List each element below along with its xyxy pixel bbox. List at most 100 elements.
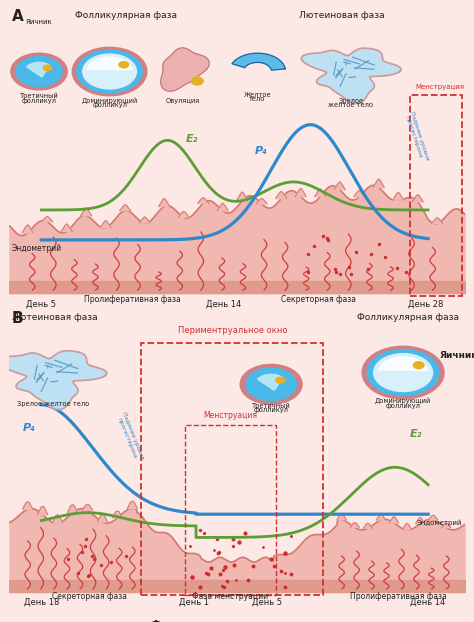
Text: Фаза менструального цикла: Фаза менструального цикла xyxy=(151,323,323,333)
Text: Эндометрий: Эндометрий xyxy=(417,519,462,526)
Circle shape xyxy=(246,368,297,401)
Circle shape xyxy=(362,346,444,399)
Circle shape xyxy=(276,378,285,383)
Text: Третичный: Третичный xyxy=(20,93,58,99)
Bar xyxy=(141,343,323,595)
Polygon shape xyxy=(315,189,326,197)
Text: Падение уровня
прогестерона: Падение уровня прогестерона xyxy=(115,411,145,463)
Circle shape xyxy=(83,54,137,89)
Text: фолликул: фолликул xyxy=(254,407,289,413)
Polygon shape xyxy=(112,511,122,518)
Polygon shape xyxy=(159,198,170,207)
Polygon shape xyxy=(100,221,111,228)
Text: День 14: День 14 xyxy=(410,598,446,607)
Polygon shape xyxy=(295,188,306,197)
Text: B: B xyxy=(12,311,23,326)
Circle shape xyxy=(43,65,52,71)
Text: тело: тело xyxy=(249,96,265,102)
Text: Доминирующий: Доминирующий xyxy=(82,97,138,104)
Polygon shape xyxy=(232,53,285,70)
Circle shape xyxy=(191,77,203,85)
Polygon shape xyxy=(363,523,373,528)
Text: Секреторная фаза: Секреторная фаза xyxy=(52,592,127,601)
Polygon shape xyxy=(120,205,131,211)
Text: Эндометрий: Эндометрий xyxy=(12,244,62,253)
Polygon shape xyxy=(416,518,425,524)
Text: Менструация: Менструация xyxy=(416,84,465,90)
Polygon shape xyxy=(412,195,423,202)
Text: День 5: День 5 xyxy=(252,598,282,607)
Text: желтое тело: желтое тело xyxy=(328,102,373,108)
Polygon shape xyxy=(337,514,346,519)
Circle shape xyxy=(11,53,67,90)
Polygon shape xyxy=(178,211,189,217)
Polygon shape xyxy=(354,190,365,197)
Text: Яичник: Яичник xyxy=(439,351,474,360)
Circle shape xyxy=(367,350,439,396)
Text: A: A xyxy=(12,9,24,24)
Circle shape xyxy=(77,50,142,93)
Circle shape xyxy=(72,47,147,96)
Polygon shape xyxy=(61,224,72,231)
Text: Пролиферативная фаза: Пролиферативная фаза xyxy=(350,592,447,601)
Polygon shape xyxy=(237,192,247,201)
Polygon shape xyxy=(432,218,443,223)
Polygon shape xyxy=(301,48,401,104)
Text: Секреторная фаза: Секреторная фаза xyxy=(282,295,356,304)
Polygon shape xyxy=(87,57,132,70)
Text: E₂: E₂ xyxy=(186,134,199,144)
Polygon shape xyxy=(37,506,48,515)
Text: E₂: E₂ xyxy=(410,429,422,439)
Text: Зрелое желтое тело: Зрелое желтое тело xyxy=(17,401,89,407)
Polygon shape xyxy=(81,208,91,216)
Circle shape xyxy=(413,362,424,369)
Polygon shape xyxy=(27,62,50,77)
Text: Овуляция: Овуляция xyxy=(165,98,200,103)
Circle shape xyxy=(240,364,302,404)
Circle shape xyxy=(374,354,433,391)
Polygon shape xyxy=(257,374,283,390)
Polygon shape xyxy=(67,504,78,513)
Polygon shape xyxy=(378,357,428,371)
Text: Падение уровня
прогестерона: Падение уровня прогестерона xyxy=(403,110,430,163)
Text: Менструация: Менструация xyxy=(203,411,257,420)
Text: Фолликулярная фаза: Фолликулярная фаза xyxy=(74,11,176,21)
Text: День 14: День 14 xyxy=(206,299,241,309)
Polygon shape xyxy=(139,217,150,223)
Text: Третичный: Третичный xyxy=(252,402,291,409)
Polygon shape xyxy=(390,517,399,523)
Polygon shape xyxy=(402,524,411,530)
Text: Яичник: Яичник xyxy=(26,19,53,26)
Polygon shape xyxy=(198,198,209,203)
Polygon shape xyxy=(428,515,438,520)
Text: День 18: День 18 xyxy=(24,598,59,607)
Polygon shape xyxy=(217,203,228,211)
Polygon shape xyxy=(442,523,451,527)
Polygon shape xyxy=(23,502,33,509)
Polygon shape xyxy=(334,182,345,190)
Text: Фолликулярная фаза: Фолликулярная фаза xyxy=(356,313,459,322)
Text: Лютеиновая фаза: Лютеиновая фаза xyxy=(12,313,98,322)
Text: фолликул: фолликул xyxy=(386,402,420,409)
Text: Периментруальное окно: Периментруальное окно xyxy=(178,326,287,335)
Text: Фаза менструации: Фаза менструации xyxy=(192,592,268,601)
Polygon shape xyxy=(373,179,384,187)
Bar xyxy=(185,425,276,595)
Text: P₄: P₄ xyxy=(255,146,268,156)
Polygon shape xyxy=(376,514,385,520)
Polygon shape xyxy=(82,504,92,510)
Polygon shape xyxy=(350,522,359,527)
Polygon shape xyxy=(256,198,267,204)
Text: Желтое: Желтое xyxy=(244,91,271,98)
Text: Пролиферативная фаза: Пролиферативная фаза xyxy=(84,295,181,304)
Text: фолликул: фолликул xyxy=(22,98,56,103)
Polygon shape xyxy=(128,501,137,509)
Polygon shape xyxy=(53,514,63,523)
Text: Зрелое: Зрелое xyxy=(338,98,364,103)
Text: Доминирующий: Доминирующий xyxy=(375,398,431,404)
Text: День 5: День 5 xyxy=(27,299,56,309)
Polygon shape xyxy=(22,225,33,233)
Polygon shape xyxy=(0,351,107,409)
Polygon shape xyxy=(161,48,209,91)
Circle shape xyxy=(16,57,62,86)
